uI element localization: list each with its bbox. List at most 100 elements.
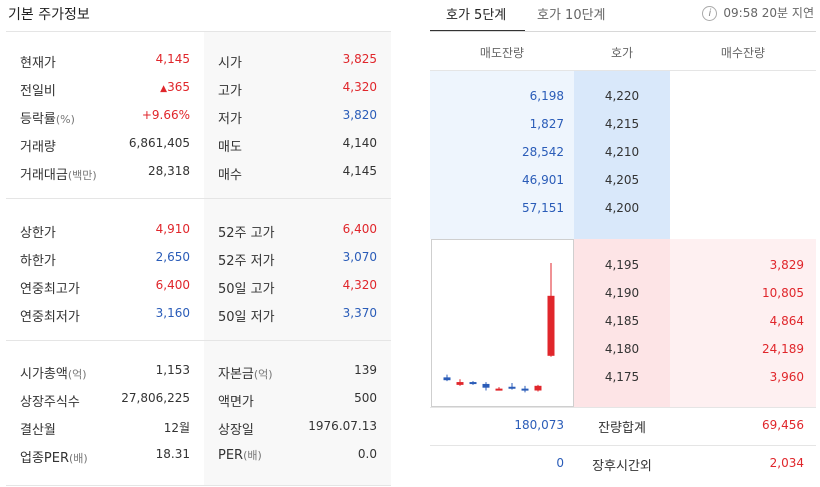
ask-qty: 28,542 <box>522 145 564 159</box>
label-text: 하한가 <box>20 254 56 269</box>
bid-price[interactable]: 4,175 <box>604 370 640 384</box>
info-label: 52주 고가 <box>218 222 275 241</box>
ask-qty: 1,827 <box>529 117 564 131</box>
ask-price[interactable]: 4,205 <box>604 173 640 187</box>
bid-price[interactable]: 4,190 <box>604 286 640 300</box>
label-text: 52주 고가 <box>218 226 275 241</box>
section-divider <box>6 485 391 486</box>
ask-price[interactable]: 4,215 <box>604 117 640 131</box>
bid-qty: 3,829 <box>769 258 804 272</box>
info-value: 3,370 <box>342 306 377 320</box>
info-value: 4,140 <box>342 136 377 150</box>
tab-orderbook-5[interactable]: 호가 5단계 <box>446 8 507 23</box>
info-value: 4,145 <box>342 164 377 178</box>
candle-body <box>482 383 490 388</box>
footer-divider <box>430 445 816 446</box>
label-text: 시가총액 <box>20 367 68 382</box>
tab-orderbook-10[interactable]: 호가 10단계 <box>537 8 606 23</box>
bid-price[interactable]: 4,185 <box>604 314 640 328</box>
info-row: 거래대금(백만) 28,318 매수 4,145 <box>6 158 391 186</box>
info-label: 거래량 <box>20 136 56 155</box>
info-section-3: 시가총액(억) 1,153 자본금(억) 139 상장주식수 27,806,225 액면가 5… <box>6 341 391 485</box>
label-text: 고가 <box>218 84 242 99</box>
info-value: 4,910 <box>156 222 190 236</box>
value-text: 365 <box>167 80 190 94</box>
info-row: 상한가 4,910 52주 고가 6,400 <box>6 216 391 244</box>
label-text: 저가 <box>218 112 242 127</box>
bid-price[interactable]: 4,195 <box>604 258 640 272</box>
value-text: 18.31 <box>155 447 190 461</box>
label-text: 상한가 <box>20 226 56 241</box>
bid-qty: 3,960 <box>769 370 804 384</box>
info-value: 2,650 <box>156 250 190 264</box>
info-value: 18.31 <box>156 447 190 461</box>
basic-info-panel: 기본 주가정보 현재가 4,145 시가 3,825 전일비 ▲365 고가 4,320 등락률… <box>0 0 391 487</box>
candle-body <box>443 377 451 381</box>
info-label: 52주 저가 <box>218 250 275 269</box>
info-label: PER(배) <box>218 447 262 463</box>
info-value: 27,806,225 <box>121 391 190 405</box>
orderbook-panel: 호가 5단계 호가 10단계 i 09:58 20분 지연 매도잔량 호가 매수잔… <box>430 0 820 487</box>
ask-price[interactable]: 4,210 <box>604 145 640 159</box>
candle-body <box>508 386 516 389</box>
info-row: 시가총액(억) 1,153 자본금(억) 139 <box>6 357 391 385</box>
info-value: 6,400 <box>156 278 190 292</box>
label-unit: (억) <box>67 368 87 381</box>
info-row: 거래량 6,861,405 매도 4,140 <box>6 130 391 158</box>
header-sell-qty: 매도잔량 <box>479 46 525 60</box>
label-text: 상장일 <box>218 423 254 438</box>
candle-body <box>469 382 477 385</box>
info-label: 매도 <box>218 136 242 155</box>
info-row: 등락률(%) +9.66% 저가 3,820 <box>6 102 391 130</box>
info-value: 6,861,405 <box>129 136 190 150</box>
label-text: 연중최저가 <box>20 310 80 325</box>
section-divider <box>6 198 391 199</box>
label-unit: (배) <box>69 452 88 465</box>
label-text: PER <box>218 448 244 463</box>
ask-qty: 46,901 <box>522 173 564 187</box>
label-text: 액면가 <box>218 395 254 410</box>
info-label: 액면가 <box>218 391 254 410</box>
label-unit: (%) <box>55 113 75 126</box>
title-divider <box>6 31 391 32</box>
header-buy-qty: 매수잔량 <box>720 46 766 60</box>
info-value: 6,400 <box>342 222 377 236</box>
ask-price-area <box>574 71 670 239</box>
info-label: 연중최저가 <box>20 306 80 325</box>
info-value: 3,160 <box>156 306 190 320</box>
label-text: 업종PER <box>20 451 70 466</box>
label-text: 거래량 <box>20 140 56 155</box>
label-text: 매도 <box>218 140 242 155</box>
info-value: 139 <box>354 363 377 377</box>
bid-price[interactable]: 4,180 <box>604 342 640 356</box>
info-label: 상한가 <box>20 222 56 241</box>
ask-price[interactable]: 4,200 <box>604 201 640 215</box>
info-value: 4,145 <box>156 52 190 66</box>
label-text: 자본금 <box>218 367 254 382</box>
label-unit: (배) <box>243 449 262 462</box>
info-value: 3,825 <box>342 52 377 66</box>
label-text: 연중최고가 <box>20 282 80 297</box>
ask-price[interactable]: 4,220 <box>604 89 640 103</box>
info-value: 1976.07.13 <box>308 419 377 433</box>
info-label: 업종PER(배) <box>20 447 88 466</box>
label-text: 전일비 <box>20 84 56 99</box>
label-text: 50일 고가 <box>218 282 275 297</box>
info-label: 연중최고가 <box>20 278 80 297</box>
info-value: +9.66% <box>142 108 190 122</box>
label-text: 결산월 <box>20 423 56 438</box>
info-icon[interactable]: i <box>702 6 718 21</box>
after-hours-sell-qty: 0 <box>556 456 564 470</box>
label-unit: (억) <box>253 368 273 381</box>
label-unit: (백만) <box>67 169 97 182</box>
info-label: 상장일 <box>218 419 254 438</box>
info-value: 500 <box>354 391 377 405</box>
bid-area <box>670 239 816 407</box>
info-value: 3,820 <box>342 108 377 122</box>
section-background <box>204 199 391 340</box>
tab-divider <box>430 31 816 32</box>
total-label: 잔량합계 <box>598 421 646 436</box>
info-row: 연중최저가 3,160 50일 저가 3,370 <box>6 300 391 328</box>
info-label: 등락률(%) <box>20 108 75 127</box>
label-text: 상장주식수 <box>20 395 80 410</box>
